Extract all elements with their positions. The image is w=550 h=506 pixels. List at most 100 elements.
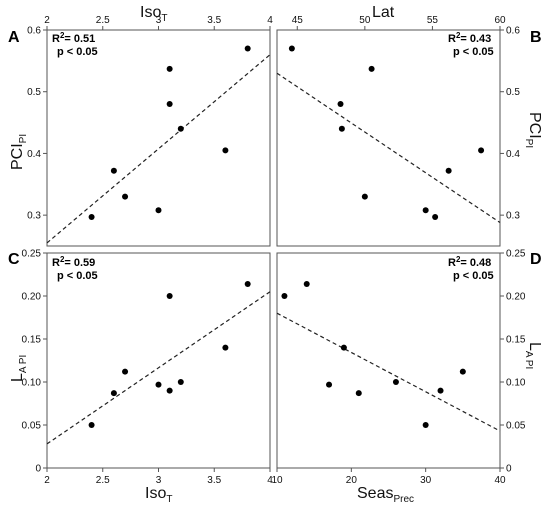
panel-c-frame (46, 252, 271, 469)
chart-marks: 2 2.5 3 3.5 4 0.3 0.4 0.5 0.6 45 50 55 60 0.3 0.4 0.5 0.… (22, 15, 526, 486)
panel-b-y-tick-label: 0.5 (506, 87, 520, 98)
panel-a-y-tick-label: 0.6 (27, 26, 41, 37)
panel-c-data-point (222, 344, 229, 351)
panel-d-stats: R2= 0.48 p < 0.05 (448, 255, 494, 282)
panel-d-frame (276, 252, 501, 469)
panel-b-data-point (445, 167, 452, 174)
panel-b-y-tick-label: 0.6 (506, 26, 520, 37)
panel-c-data-point (110, 390, 117, 397)
panel-c-p: p < 0.05 (57, 270, 98, 282)
panel-c-x-tick-label: 2 (44, 475, 50, 486)
panel-a-x-title: IsoT (140, 4, 167, 24)
panel-c-data-point (166, 293, 173, 299)
panel-a-stats: R2= 0.51 p < 0.05 (52, 31, 98, 58)
panel-c-y-tick-label: 0.10 (22, 378, 42, 389)
panel-d-p: p < 0.05 (453, 270, 494, 282)
panel-d-data-point (303, 280, 310, 287)
panel-d-data-point (326, 381, 333, 388)
panel-d-y-tick-label: 0.10 (506, 378, 526, 389)
panel-b-r2-value: = 0.43 (460, 33, 491, 45)
panel-a-r2-prefix: R (52, 33, 60, 45)
panel-c-data-point (88, 422, 95, 428)
panel-c-regression-line (46, 291, 271, 445)
panel-c-r2-sup: 2 (60, 255, 65, 264)
panel-c-y-tick-label: 0.05 (22, 421, 42, 432)
panel-d-r2-sup: 2 (456, 255, 461, 264)
panel-a-x-tick-label: 4 (267, 15, 273, 26)
panel-c-r2-value: = 0.59 (64, 257, 95, 269)
panel-c-data-point (155, 381, 162, 388)
panel-d-y-tick-label: 0.15 (506, 335, 526, 346)
panel-c-stats: R2= 0.59 p < 0.05 (52, 255, 98, 282)
panel-c-data-point (177, 379, 184, 385)
panel-d-letter: D (530, 251, 542, 268)
panel-a-letter: A (8, 29, 20, 46)
panel-b-x-tick-label: 60 (494, 15, 506, 26)
panel-a-y-tick-label: 0.3 (27, 211, 41, 222)
panel-b-data-point (338, 125, 345, 132)
panel-d-x-tick-label: 40 (494, 475, 506, 486)
panel-b-regression-line (276, 72, 501, 224)
panel-c-y-title: LA PI (9, 355, 29, 382)
panel-a-y-tick-label: 0.4 (27, 149, 41, 160)
panel-c-x-tick-label: 3.5 (207, 475, 221, 486)
panel-a-data-point (88, 213, 95, 220)
panel-a-frame (46, 29, 271, 247)
panel-a-data-point (244, 45, 251, 52)
panel-b-data-point (361, 193, 368, 200)
panel-b-y-tick-label: 0.3 (506, 211, 520, 222)
svg-text:R2= 0.51: R2= 0.51 (52, 31, 95, 45)
panel-a-x-tick-label: 2 (44, 15, 50, 26)
panel-a-data-point (110, 167, 117, 174)
panel-d-regression-line (276, 312, 501, 432)
panel-d-y-tick-label: 0 (506, 464, 512, 475)
svg-text:R2= 0.43: R2= 0.43 (448, 31, 491, 45)
panel-d-y-title: LA PI (523, 342, 543, 369)
panel-c-data-point (244, 280, 251, 287)
panel-d-data-point (459, 368, 466, 375)
panel-b-y-title: PCIPI (523, 112, 543, 148)
svg-text:R2= 0.59: R2= 0.59 (52, 255, 95, 269)
panel-d-data-point (281, 293, 288, 299)
panel-c-r2-prefix: R (52, 257, 60, 269)
panel-b-x-title: Lat (372, 4, 395, 21)
panel-c-y-tick-label: 0.20 (22, 292, 42, 303)
panel-c-data-point (122, 368, 129, 375)
panel-c-y-tick-label: 0.15 (22, 335, 42, 346)
panel-a-data-point (166, 101, 173, 108)
panel-b-stats: R2= 0.43 p < 0.05 (448, 31, 494, 58)
panel-b-r2-sup: 2 (456, 31, 461, 40)
panel-c-y-tick-label: 0 (35, 464, 41, 475)
panel-c-x-tick-label: 2.5 (96, 475, 110, 486)
panel-d-y-tick-label: 0.25 (506, 249, 526, 260)
panel-b-data-point (337, 101, 344, 108)
panel-d-x-tick-label: 30 (420, 475, 432, 486)
panel-a-p: p < 0.05 (57, 46, 98, 58)
panel-d-data-point (355, 390, 362, 397)
panel-b-r2-prefix: R (448, 33, 456, 45)
panel-b-frame (276, 29, 501, 247)
panel-d-data-point (437, 387, 444, 394)
panel-c-x-title: IsoT (145, 485, 172, 505)
panel-c-y-tick-label: 0.25 (22, 249, 42, 260)
panel-d-x-tick-label: 10 (271, 475, 283, 486)
panel-b-x-tick-label: 45 (292, 15, 304, 26)
panel-d-y-tick-label: 0.20 (506, 292, 526, 303)
panel-a-data-point (155, 207, 162, 214)
panel-b-x-tick-label: 50 (359, 15, 371, 26)
panel-b-data-point (368, 65, 375, 72)
panel-a-x-tick-label: 3 (156, 15, 162, 26)
panel-d-r2-value: = 0.48 (460, 257, 491, 269)
panel-b-data-point (288, 45, 295, 52)
panel-b-data-point (422, 207, 429, 214)
panel-a-data-point (177, 125, 184, 132)
panel-d-data-point (422, 422, 429, 428)
panel-d-y-tick-label: 0.05 (506, 421, 526, 432)
panel-c-x-tick-label: 4 (267, 475, 273, 486)
panel-a-regression-line (46, 54, 271, 244)
panel-d-x-title: SeasPrec (357, 485, 414, 505)
panel-a-data-point (122, 193, 129, 200)
panel-a-x-tick-label: 2.5 (96, 15, 110, 26)
panel-a-y-tick-label: 0.5 (27, 87, 41, 98)
